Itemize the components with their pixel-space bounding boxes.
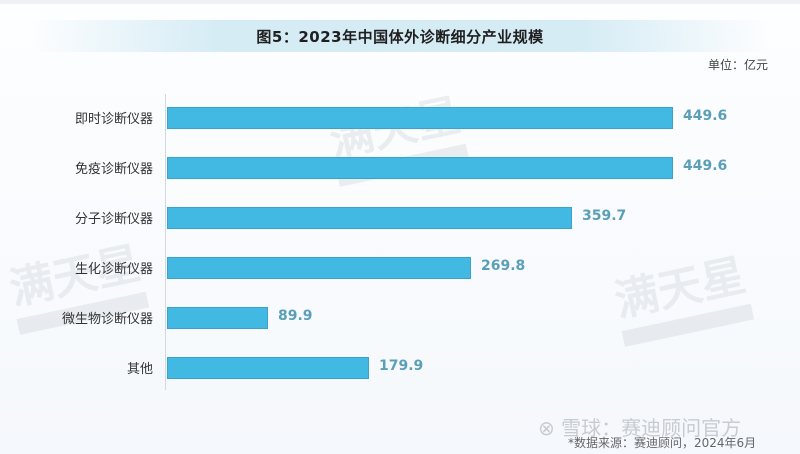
bar <box>167 357 369 379</box>
data-source-note: *数据来源：赛迪顾问，2024年6月 <box>568 436 757 450</box>
category-label: 即时诊断仪器 <box>74 112 153 127</box>
value-label: 449.6 <box>683 158 728 174</box>
title-band <box>30 20 770 52</box>
watermark: 满天星 <box>608 239 755 347</box>
chart-title: 图5：2023年中国体外诊断细分产业规模 <box>256 28 544 46</box>
bar-row: 免疫诊断仪器 449.6 <box>0 157 800 179</box>
bar-row: 分子诊断仪器 359.7 <box>0 207 800 229</box>
bar <box>167 307 268 329</box>
top-divider <box>0 0 800 4</box>
bar <box>167 207 572 229</box>
watermark-credit: ⊗ 雪球：赛迪顾问官方 <box>538 416 742 440</box>
value-label: 449.6 <box>683 108 728 124</box>
snowball-icon: ⊗ <box>538 416 555 440</box>
unit-label: 单位：亿元 <box>707 58 768 72</box>
bar <box>167 257 471 279</box>
bar-row: 即时诊断仪器 449.6 <box>0 107 800 129</box>
category-label: 其他 <box>126 362 153 377</box>
value-label: 179.9 <box>379 358 424 374</box>
value-label: 269.8 <box>481 258 526 274</box>
bar-row: 生化诊断仪器 269.8 <box>0 257 800 279</box>
category-label: 免疫诊断仪器 <box>74 162 153 177</box>
value-label: 89.9 <box>278 308 313 324</box>
category-label: 微生物诊断仪器 <box>61 312 153 327</box>
value-label: 359.7 <box>582 208 627 224</box>
bar-row: 其他 179.9 <box>0 357 800 379</box>
category-label: 生化诊断仪器 <box>74 262 153 277</box>
category-label: 分子诊断仪器 <box>74 212 153 227</box>
bar <box>167 107 673 129</box>
bar <box>167 157 673 179</box>
y-axis-line <box>165 94 166 390</box>
bar-row: 微生物诊断仪器 89.9 <box>0 307 800 329</box>
